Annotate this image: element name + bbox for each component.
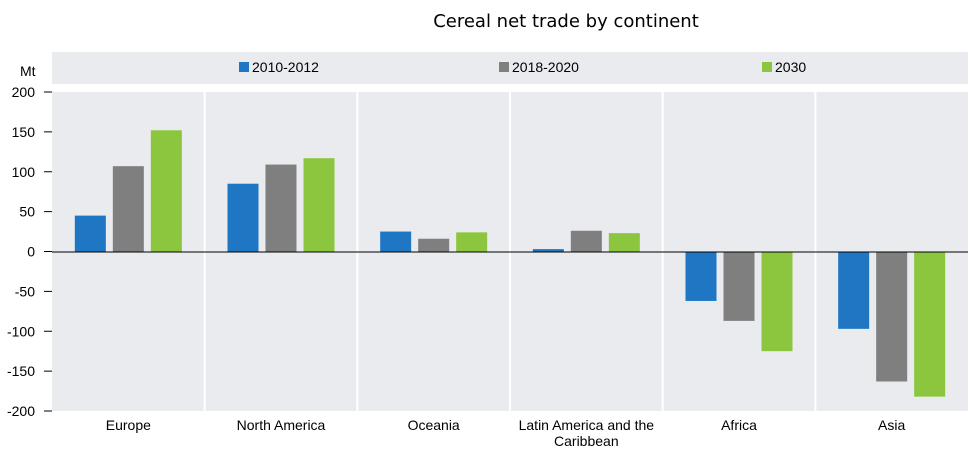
bars: [74, 130, 946, 397]
legend-label: 2010-2012: [252, 59, 319, 75]
bar-asia-2010-2012: [838, 251, 870, 329]
legend-swatch-2010-2012: [239, 62, 249, 72]
y-tick-label: -100: [7, 323, 35, 339]
bar-africa-2018-2020: [723, 251, 755, 321]
bar-oceania-2018-2020: [418, 238, 450, 252]
legend-band: [52, 52, 968, 84]
bar-europe-2010-2012: [74, 215, 106, 252]
bar-north-america-2018-2020: [265, 164, 297, 252]
y-tick-label: 0: [27, 244, 35, 260]
x-axis-labels: Europe North America Oceania Latin America …: [106, 417, 906, 449]
bar-africa-2010-2012: [685, 251, 717, 301]
bar-north-america-2030: [303, 158, 335, 252]
y-axis-ticks: 200 150 100 50 0 -50 -100 -150 -200: [7, 84, 52, 419]
bar-north-america-2010-2012: [227, 183, 259, 252]
bar-asia-2018-2020: [876, 251, 908, 382]
legend-label: 2030: [775, 59, 806, 75]
bar-oceania-2030: [456, 232, 488, 252]
legend-swatch-2030: [762, 62, 772, 72]
x-category-label: Africa: [721, 417, 757, 433]
y-tick-label: -150: [7, 363, 35, 379]
y-tick-label: -50: [15, 283, 35, 299]
bar-africa-2030: [761, 251, 793, 352]
y-tick-label: 50: [19, 204, 35, 220]
bar-europe-2018-2020: [112, 166, 144, 252]
y-tick-label: 100: [12, 164, 36, 180]
y-tick-label: -200: [7, 403, 35, 419]
x-category-label: Asia: [878, 417, 905, 433]
bar-latin-america-and-the-caribbean-2018-2020: [570, 230, 602, 252]
legend-label: 2018-2020: [512, 59, 579, 75]
x-category-label: Oceania: [408, 417, 460, 433]
bar-latin-america-and-the-caribbean-2030: [608, 233, 640, 252]
x-category-label: North America: [237, 417, 326, 433]
y-tick-label: 200: [12, 84, 36, 100]
bar-oceania-2010-2012: [380, 231, 412, 252]
bar-europe-2030: [150, 130, 182, 252]
x-category-label: Europe: [106, 417, 151, 433]
x-category-label: Caribbean: [554, 433, 619, 449]
y-axis-unit-label: Mt: [20, 63, 36, 79]
bar-asia-2030: [914, 251, 946, 397]
x-category-label: Latin America and the: [519, 417, 655, 433]
chart-title: Cereal net trade by continent: [433, 11, 699, 32]
legend: 2010-2012 2018-2020 2030: [239, 59, 806, 75]
legend-swatch-2018-2020: [499, 62, 509, 72]
bar-latin-america-and-the-caribbean-2010-2012: [532, 249, 564, 252]
y-tick-label: 150: [12, 124, 36, 140]
